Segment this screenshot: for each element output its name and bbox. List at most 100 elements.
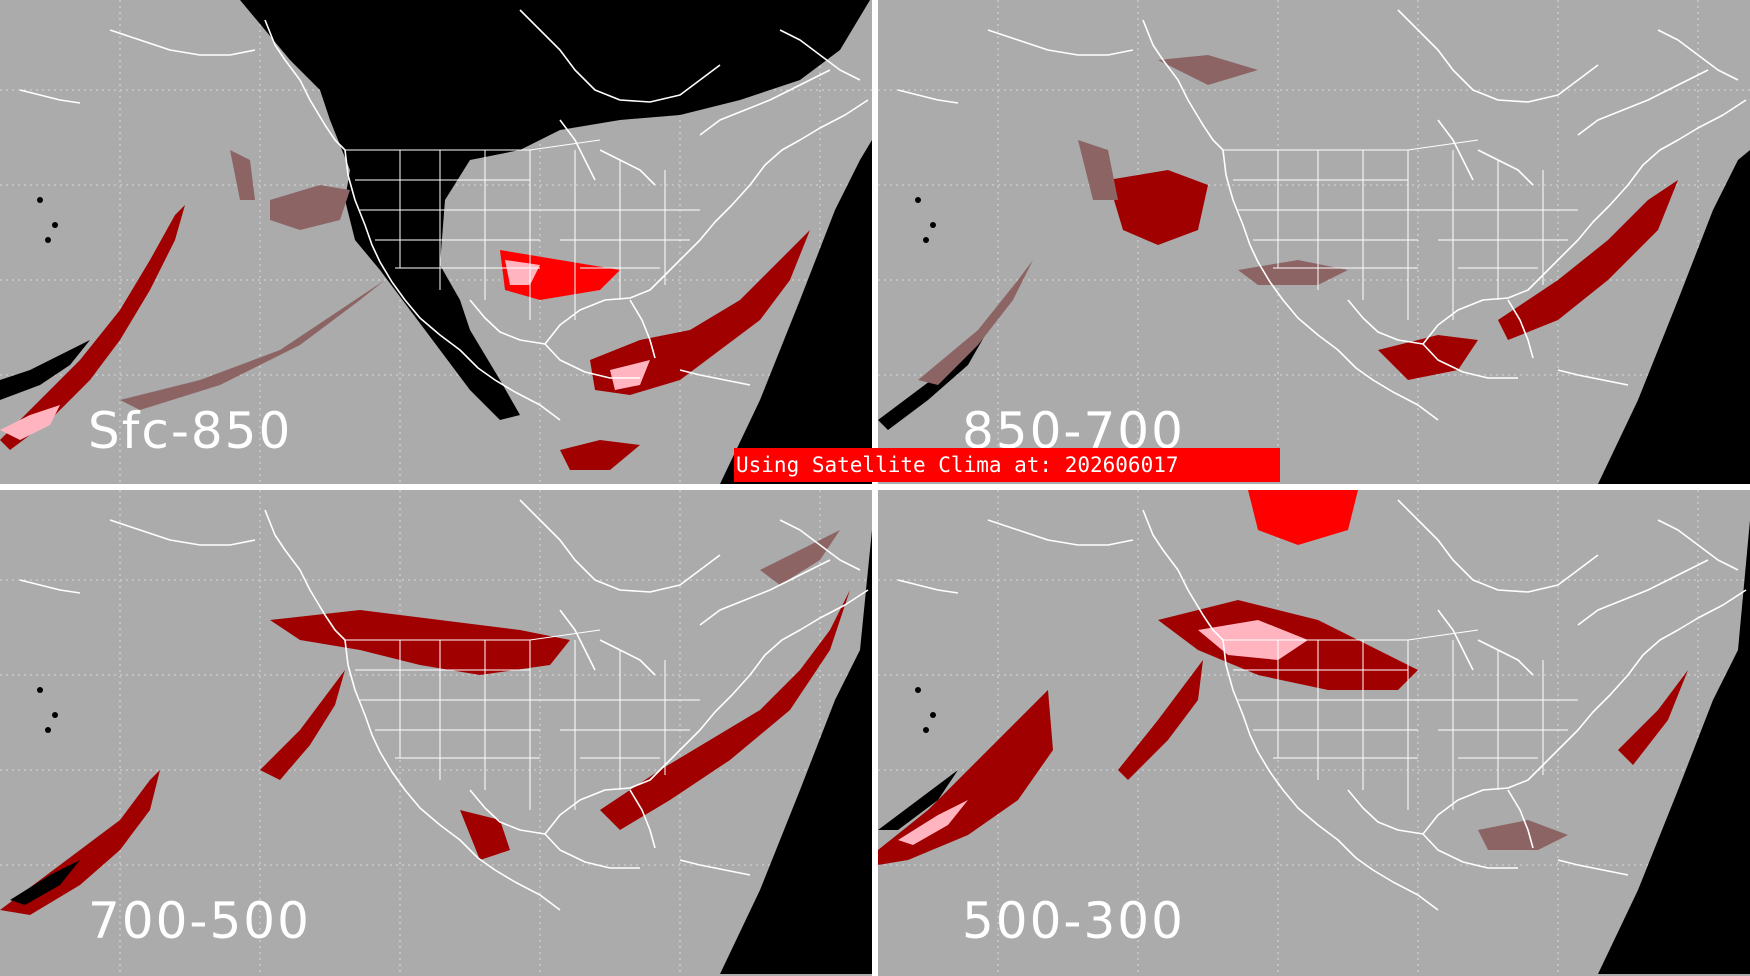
sfc-850-cloud-band xyxy=(590,230,810,395)
map-500-300 xyxy=(878,490,1750,976)
700-500-coastline xyxy=(109,519,256,546)
layer-label-850-700: 850-700 xyxy=(962,402,1185,460)
500-300-coastline xyxy=(1557,859,1629,876)
700-500-cloud-band xyxy=(460,810,510,860)
700-500-cloud-band xyxy=(260,670,345,780)
700-500-coastline xyxy=(19,579,81,594)
panel-500-300: 500-300 xyxy=(878,490,1750,976)
500-300-coastlines xyxy=(897,499,1747,911)
layer-label-700-500: 700-500 xyxy=(88,892,311,950)
500-300-cloud-band xyxy=(878,690,1053,865)
satellite-climatology-banner: Using Satellite Clima at: 202606017 xyxy=(734,448,1280,482)
700-500-coastline xyxy=(699,559,831,626)
sfc-850-coastline xyxy=(779,29,861,81)
sfc-850-low-patch xyxy=(270,185,350,230)
700-500-coastline xyxy=(544,833,640,869)
sfc-850-coastlines xyxy=(19,9,869,421)
700-500-cloud-band xyxy=(600,590,850,830)
850-700-coastline xyxy=(1437,119,1474,181)
500-300-low-band xyxy=(1478,820,1568,850)
panel-700-500: 700-500 xyxy=(0,490,872,976)
700-500-no-data-patch xyxy=(10,860,80,905)
sfc-850-coastline xyxy=(544,99,869,345)
sfc-850-coastline xyxy=(19,89,81,104)
500-300-coastline xyxy=(1222,639,1439,911)
700-500-no-data-swath xyxy=(720,530,872,974)
700-500-coastlines xyxy=(19,499,869,911)
sfc-850-low-band xyxy=(120,280,385,410)
sfc-850-coastline xyxy=(599,149,656,186)
500-300-cloud-band xyxy=(1118,660,1203,780)
700-500-low-band xyxy=(760,530,840,585)
500-300-high-patch xyxy=(1248,490,1358,545)
700-500-coastline xyxy=(264,509,346,641)
500-300-high-patch xyxy=(898,800,968,845)
500-300-coastline xyxy=(1347,789,1424,835)
850-700-cloud-band xyxy=(1378,335,1478,380)
sfc-850-high-patch xyxy=(505,260,540,285)
850-700-coastline xyxy=(1142,19,1224,151)
850-700-island xyxy=(915,197,921,203)
500-300-coastline xyxy=(1422,589,1747,835)
700-500-latlon-grid xyxy=(0,490,872,976)
850-700-coastline xyxy=(897,89,959,104)
850-700-coastline xyxy=(1397,9,1599,103)
sfc-850-island xyxy=(52,222,58,228)
500-300-cloud-band xyxy=(1618,670,1688,765)
850-700-state-border xyxy=(1223,139,1479,151)
700-500-coastline xyxy=(344,639,561,911)
map-700-500 xyxy=(0,490,872,976)
sfc-850-no-data-region xyxy=(240,0,870,420)
850-700-coastlines xyxy=(897,9,1747,421)
sfc-850-island xyxy=(37,197,43,203)
850-700-island xyxy=(930,222,936,228)
700-500-coastline xyxy=(599,639,656,676)
850-700-coastline xyxy=(1422,343,1518,379)
sfc-850-coastline xyxy=(109,29,256,56)
850-700-no-data-swath xyxy=(1598,150,1750,484)
700-500-coastline xyxy=(679,859,751,876)
500-300-coastline xyxy=(897,579,959,594)
500-300-coastline xyxy=(1397,499,1599,593)
500-300-island xyxy=(915,687,921,693)
850-700-coastline xyxy=(1477,149,1534,186)
sfc-850-no-data-patch xyxy=(0,340,90,400)
sfc-850-coastline xyxy=(679,369,751,386)
850-700-low-streak xyxy=(1078,140,1118,200)
700-500-coastline xyxy=(519,499,721,593)
850-700-cloud-band xyxy=(1498,180,1678,340)
500-300-coastline xyxy=(1477,639,1534,676)
sfc-850-coastline xyxy=(544,343,640,379)
700-500-island xyxy=(37,687,43,693)
map-sfc-850 xyxy=(0,0,872,484)
map-850-700 xyxy=(878,0,1750,484)
700-500-coastline xyxy=(629,789,656,849)
850-700-island xyxy=(923,237,929,243)
sfc-850-coastline xyxy=(519,9,721,103)
layer-label-sfc-850: Sfc-850 xyxy=(88,402,293,460)
panel-sfc-850: Sfc-850 xyxy=(0,0,872,484)
layer-label-500-300: 500-300 xyxy=(962,892,1185,950)
700-500-coastline xyxy=(469,789,546,835)
sfc-850-coastline xyxy=(344,149,561,421)
500-300-coastline xyxy=(1437,609,1474,671)
sfc-850-low-streak xyxy=(230,150,255,200)
sfc-850-coastline xyxy=(629,299,656,359)
700-500-coastline xyxy=(559,609,596,671)
500-300-no-data-patch xyxy=(878,770,958,830)
850-700-low-band xyxy=(918,260,1033,385)
500-300-island xyxy=(930,712,936,718)
500-300-coastline xyxy=(1657,519,1739,571)
700-500-cloud-band xyxy=(270,610,570,675)
850-700-coastline xyxy=(1422,99,1747,345)
sfc-850-coastline xyxy=(559,119,596,181)
500-300-island xyxy=(923,727,929,733)
500-300-coastline xyxy=(1507,789,1534,849)
500-300-coastline xyxy=(1142,509,1224,641)
sfc-850-island xyxy=(45,237,51,243)
panel-850-700: 850-700 xyxy=(878,0,1750,484)
sfc-850-cloud-band xyxy=(560,440,640,470)
500-300-no-data-swath xyxy=(1598,520,1750,974)
850-700-coastline xyxy=(1347,299,1424,345)
